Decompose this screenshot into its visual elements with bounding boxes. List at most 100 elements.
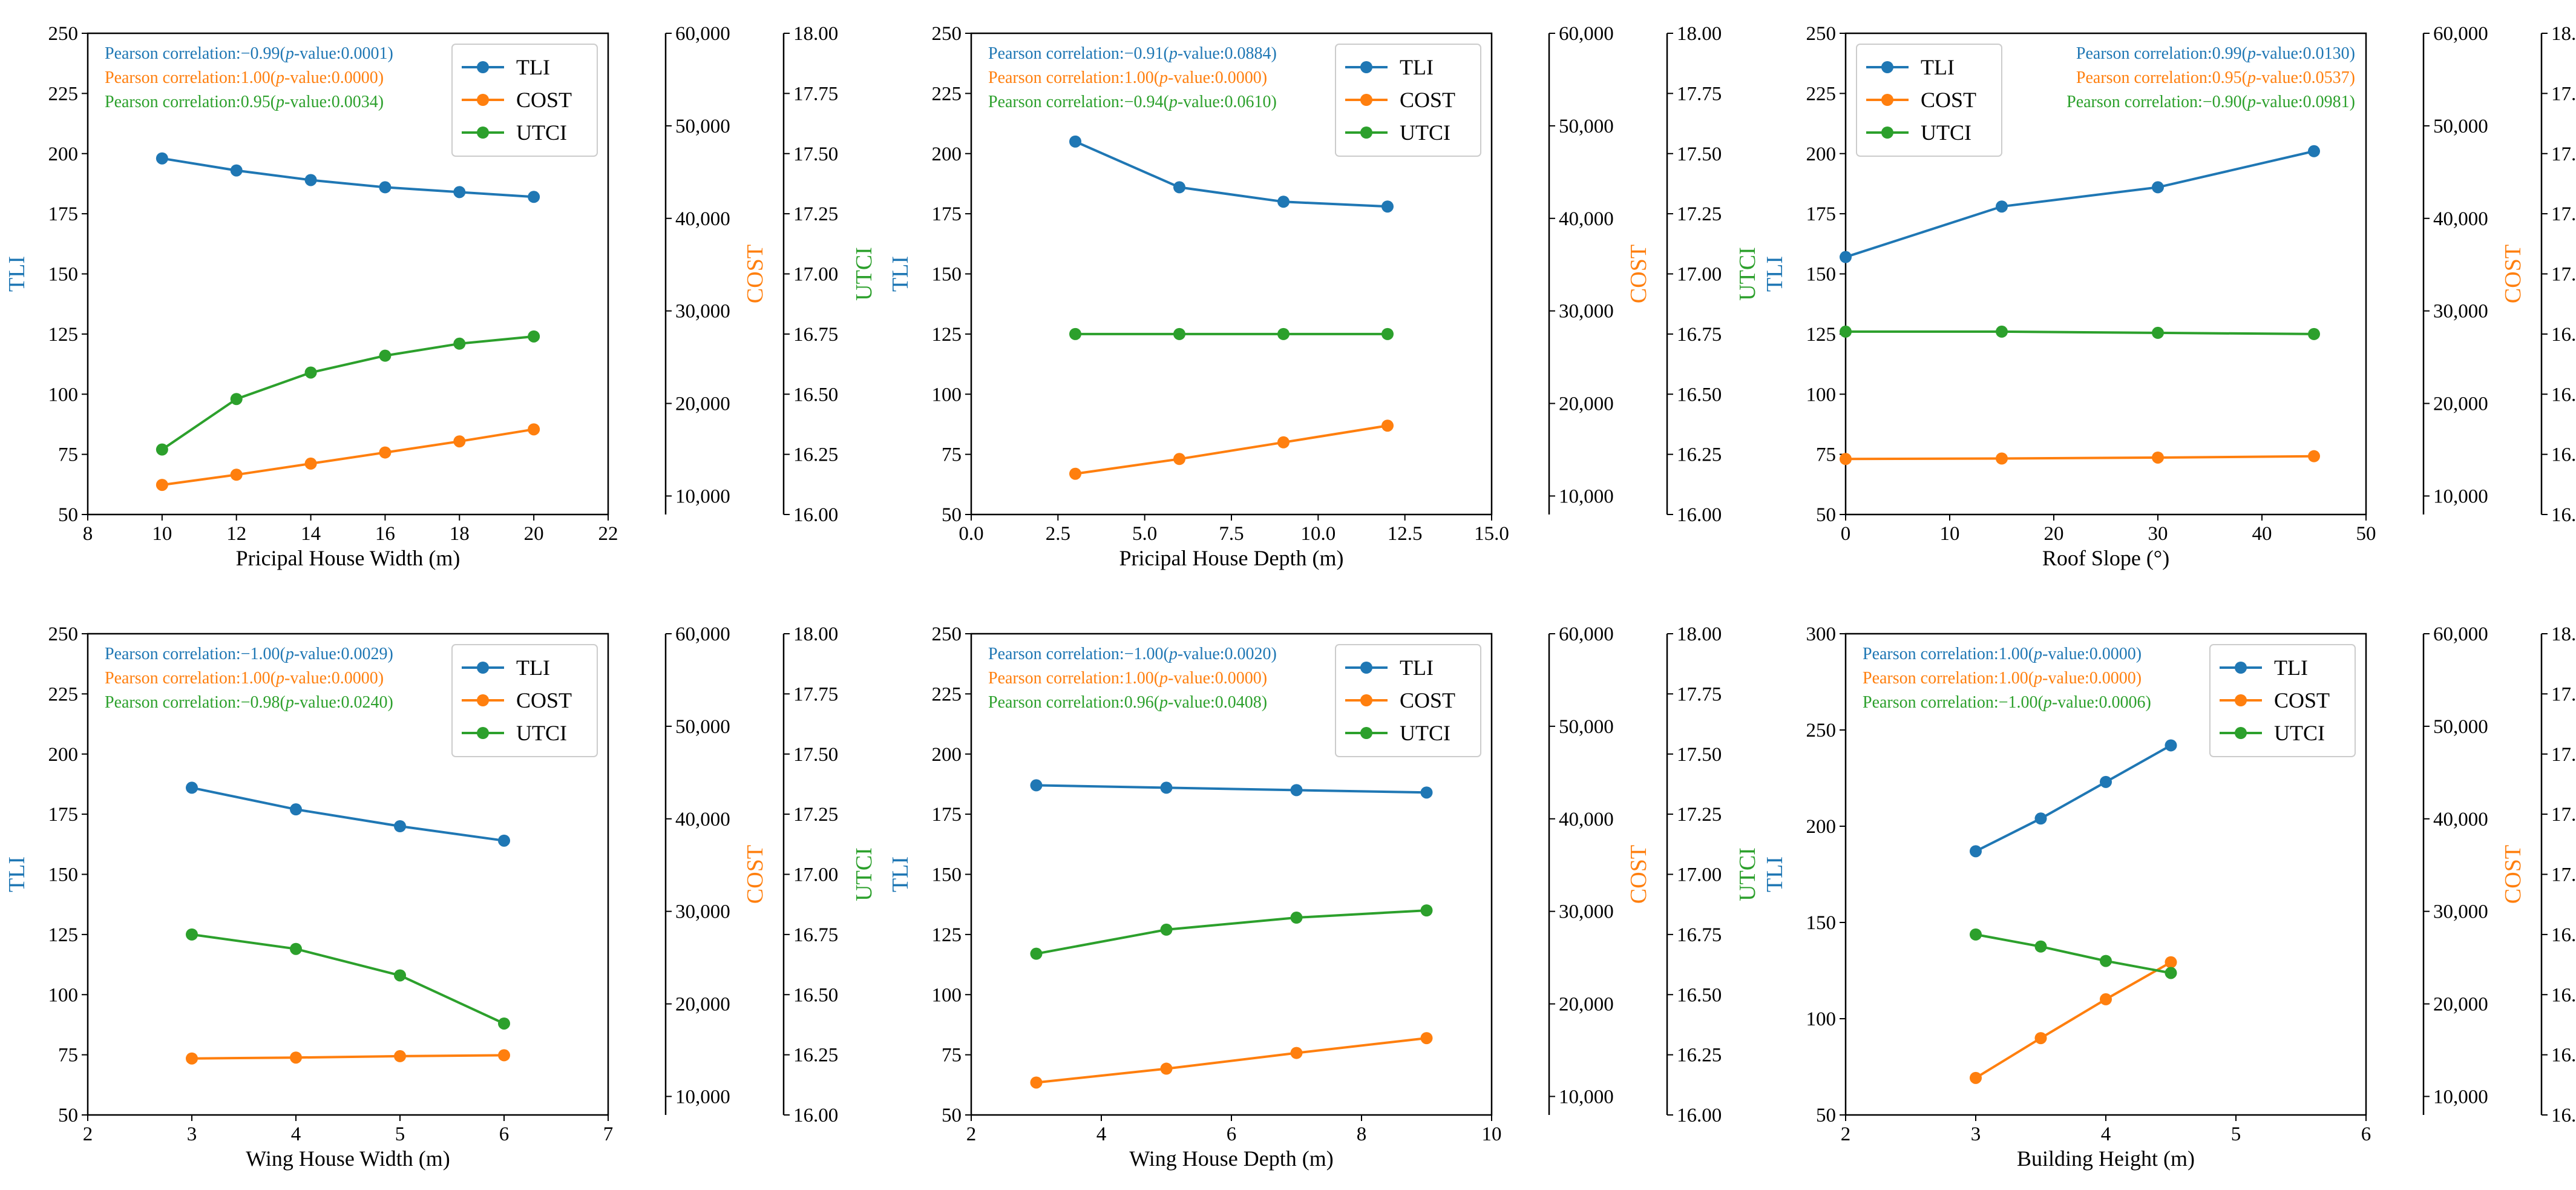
utci-tick-label: 16.50	[793, 384, 838, 406]
cost-tick-label: 60,000	[675, 23, 730, 45]
data-point-cost	[394, 1050, 406, 1062]
y-axis-label-tli: TLI	[1762, 256, 1788, 292]
utci-tick-label: 17.25	[2551, 203, 2576, 225]
subplot-2: 0.0 2.5 5.0 7.5 10.0 12.5 15.0 Pricipal House D…	[888, 23, 1760, 570]
subplot-3: 0 10 20 30 40 50 Roof Slope (°) 50 75 100 125 150 17…	[1762, 23, 2576, 570]
y-axis-label-utci: UTCI	[851, 847, 877, 901]
data-point-tli	[2308, 145, 2320, 157]
legend-marker	[1360, 727, 1372, 739]
data-point-cost	[1173, 453, 1185, 465]
correlation-annotation: Pearson correlation:−1.00(p-value:0.0006…	[1863, 693, 2151, 712]
x-tick-label: 2	[966, 1123, 977, 1145]
y-axis-label-tli: TLI	[888, 856, 913, 892]
cost-tick-label: 60,000	[1559, 623, 1614, 645]
correlation-annotation: Pearson correlation:−0.98(p-value:0.0240…	[105, 693, 393, 712]
legend-label: TLI	[1921, 55, 1955, 79]
legend-box	[451, 44, 598, 157]
utci-tick-label: 17.50	[793, 143, 838, 165]
utci-tick-label: 16.00	[793, 1105, 838, 1126]
correlation-annotation: Pearson correlation:1.00(p-value:0.0000)	[105, 68, 384, 87]
x-tick-label: 6	[2361, 1123, 2371, 1145]
legend-label: UTCI	[1921, 120, 1971, 145]
cost-tick-label: 10,000	[1559, 485, 1614, 507]
y-axis-label-tli: TLI	[1762, 856, 1788, 892]
y-tick-label-left: 50	[58, 504, 78, 526]
data-point-utci	[1420, 904, 1433, 917]
utci-tick-label: 17.50	[1677, 143, 1722, 165]
x-tick-label: 7	[603, 1123, 614, 1145]
series-line-cost	[1075, 424, 1388, 475]
subplot-1: 8 10 12 14 16 18 20 22 Pricipal House Width (m) 5…	[4, 23, 877, 570]
x-tick-label: 20	[2044, 523, 2064, 545]
utci-tick-label: 16.75	[2551, 324, 2576, 346]
legend-label: UTCI	[2274, 721, 2325, 745]
cost-tick-label: 20,000	[1559, 393, 1614, 415]
x-tick-label: 12	[226, 523, 246, 545]
correlation-annotation: Pearson correlation:0.95(p-value:0.0034)	[105, 93, 384, 111]
y-tick-label-left: 300	[1806, 623, 1837, 645]
legend-marker	[477, 61, 489, 73]
legend: TLI COST UTCI	[1856, 44, 2002, 157]
data-point-utci	[290, 942, 302, 955]
cost-tick-label: 10,000	[675, 485, 730, 507]
cost-tick-label: 60,000	[2433, 23, 2488, 45]
utci-tick-label: 17.25	[1677, 804, 1722, 826]
cost-tick-label: 50,000	[1559, 716, 1614, 738]
data-point-cost	[2308, 450, 2320, 462]
utci-tick-label: 17.75	[2551, 83, 2576, 105]
series-line-utci	[1036, 909, 1427, 955]
data-point-utci	[1840, 325, 1852, 338]
cost-tick-label: 40,000	[675, 809, 730, 830]
utci-tick-label: 17.75	[2551, 683, 2576, 705]
legend-marker	[1881, 94, 1893, 106]
y-tick-label-left: 200	[48, 744, 79, 766]
utci-tick-label: 17.75	[1677, 83, 1722, 105]
data-point-utci	[379, 349, 392, 362]
utci-tick-label: 16.00	[2551, 504, 2576, 526]
legend-marker	[2235, 662, 2247, 674]
y-tick-label-left: 250	[1806, 23, 1837, 45]
legend-marker	[1360, 694, 1372, 706]
x-tick-label: 10	[1482, 1123, 1502, 1145]
y-tick-label-left: 150	[48, 864, 79, 886]
x-tick-label: 6	[1227, 1123, 1237, 1145]
cost-tick-label: 40,000	[675, 208, 730, 230]
data-point-utci	[1970, 928, 1982, 941]
data-point-tli	[528, 191, 540, 203]
x-tick-label: 5	[2231, 1123, 2241, 1145]
x-tick-label: 16	[375, 523, 395, 545]
legend-marker	[477, 94, 489, 106]
y-tick-label-left: 50	[942, 504, 962, 526]
data-point-tli	[1381, 200, 1394, 213]
y-tick-label-left: 225	[48, 83, 79, 105]
legend: TLI COST UTCI	[1335, 44, 1481, 157]
series-line-utci	[191, 933, 505, 1025]
y-axis-label-utci: UTCI	[1735, 247, 1760, 301]
data-point-tli	[1160, 781, 1173, 794]
legend: TLI COST UTCI	[1335, 644, 1481, 757]
x-tick-label: 3	[187, 1123, 197, 1145]
data-point-cost	[1160, 1062, 1173, 1075]
x-tick-label: 20	[524, 523, 544, 545]
x-axis-label: Wing House Width (m)	[246, 1146, 450, 1171]
utci-tick-label: 17.00	[1677, 264, 1722, 286]
utci-tick-label: 16.25	[1677, 1045, 1722, 1067]
utci-tick-label: 16.25	[793, 1045, 838, 1067]
y-tick-label-left: 75	[58, 444, 78, 466]
y-tick-label-left: 200	[48, 143, 79, 165]
y-tick-label-left: 125	[932, 924, 962, 946]
y-axis-label-cost: COST	[742, 245, 768, 303]
utci-tick-label: 16.00	[793, 504, 838, 526]
data-point-utci	[453, 337, 466, 350]
data-point-tli	[1069, 135, 1081, 148]
utci-tick-label: 18.00	[793, 623, 838, 645]
x-tick-label: 40	[2252, 523, 2272, 545]
y-tick-label-left: 100	[48, 384, 79, 406]
x-tick-label: 0.0	[959, 523, 983, 545]
utci-tick-label: 16.75	[1677, 324, 1722, 346]
legend: TLI COST UTCI	[451, 644, 598, 757]
utci-tick-label: 16.25	[2551, 444, 2576, 466]
data-point-tli	[304, 174, 317, 186]
utci-tick-label: 17.00	[2551, 864, 2576, 886]
data-point-utci	[1160, 923, 1173, 936]
